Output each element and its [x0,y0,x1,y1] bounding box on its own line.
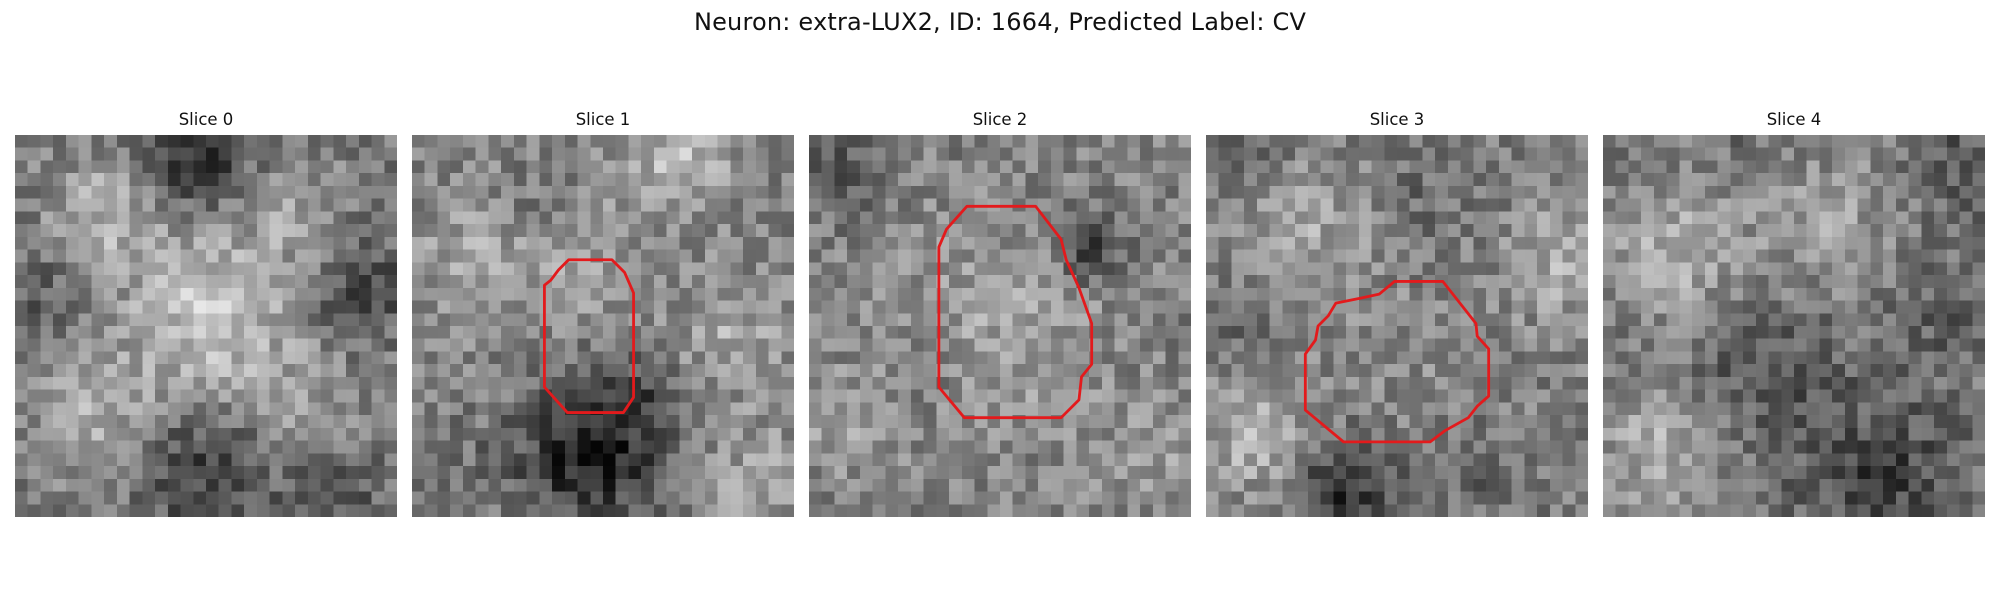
slice-title-3: Slice 3 [1369,110,1425,129]
slice-image-3 [1206,135,1588,517]
slice-panel-3: Slice 3 [1206,108,1588,528]
slice-panel-2: Slice 2 [809,108,1191,528]
slice-title-1: Slice 1 [575,110,631,129]
slice-title-2: Slice 2 [972,110,1028,129]
figure-title: Neuron: extra-LUX2, ID: 1664, Predicted … [693,8,1307,36]
slice-image-2 [809,135,1191,517]
slice-image-1 [412,135,794,517]
slice-title-0: Slice 0 [178,110,234,129]
slice-title-4: Slice 4 [1766,110,1822,129]
slice-panel-1: Slice 1 [412,108,794,528]
slice-image-0 [15,135,397,517]
slice-panel-4: Slice 4 [1603,108,1985,528]
slice-image-4 [1603,135,1985,517]
roi-outline-1 [543,258,635,414]
roi-outline-3 [1303,280,1491,444]
roi-outline-2 [937,204,1094,420]
slice-panel-0: Slice 0 [15,108,397,528]
